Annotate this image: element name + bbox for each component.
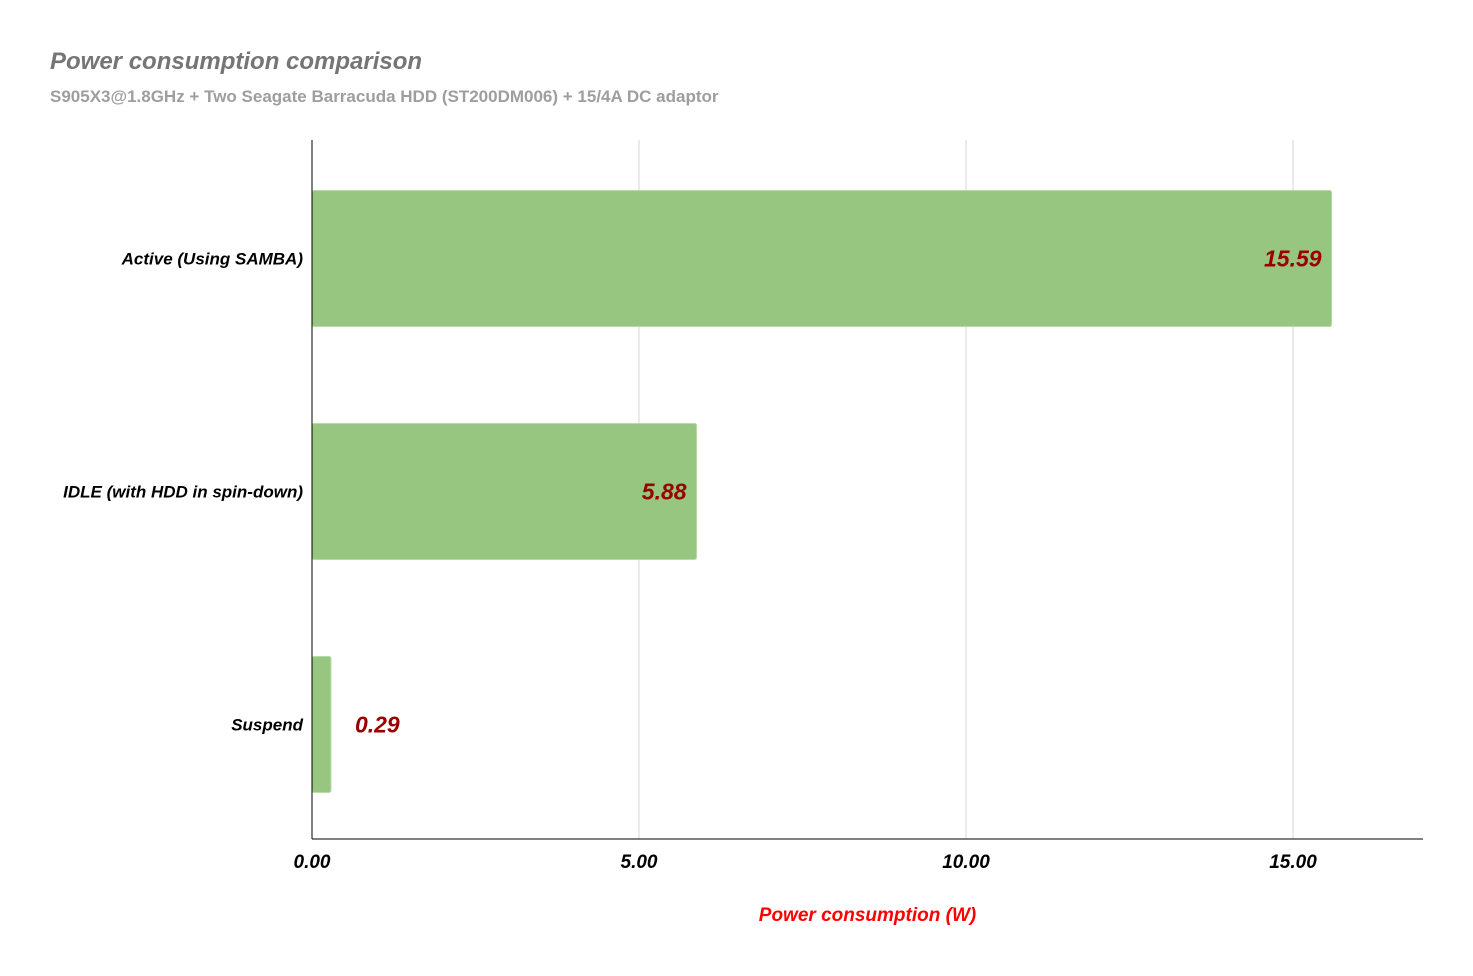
bar-2 <box>311 656 332 793</box>
labels: 15.59 Active (Using SAMBA) 5.88 IDLE (with … <box>63 246 1322 927</box>
x-tick-label-3: 15.00 <box>1269 852 1317 873</box>
chart-subtitle: S905X3@1.8GHz + Two Seagate Barracuda HD… <box>50 87 719 106</box>
axes <box>311 140 1423 840</box>
data-label-1: 5.88 <box>642 479 687 505</box>
data-label-0: 15.59 <box>1264 246 1322 272</box>
category-label-2: Suspend <box>231 716 303 735</box>
x-tick-label-2: 10.00 <box>942 852 990 873</box>
x-tick-label-1: 5.00 <box>621 852 658 873</box>
bar-1 <box>311 423 698 560</box>
x-axis-title: Power consumption (W) <box>759 905 976 926</box>
x-tick-label-0: 0.00 <box>294 852 331 873</box>
bar-0 <box>311 190 1333 327</box>
category-label-1: IDLE (with HDD in spin-down) <box>63 483 303 502</box>
bars <box>311 190 1333 793</box>
category-label-0: Active (Using SAMBA) <box>121 250 304 269</box>
data-label-2: 0.29 <box>355 712 400 738</box>
chart-title: Power consumption comparison <box>50 48 423 75</box>
